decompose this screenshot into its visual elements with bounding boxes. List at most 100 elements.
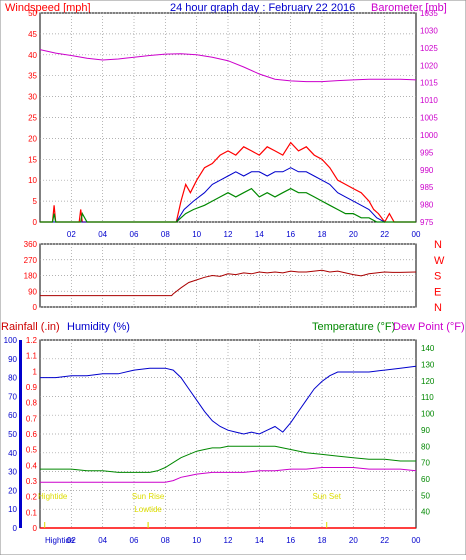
compass-label: W xyxy=(434,255,445,267)
wind-tick-label: 40 xyxy=(28,51,37,60)
direction-tick-label: 0 xyxy=(33,303,38,312)
humidity-x-tick-label: 14 xyxy=(255,536,264,545)
humidity-x-tick-label: 10 xyxy=(192,536,201,545)
barometer-tick-label: 995 xyxy=(420,148,434,157)
humidity-x-tick-label: 16 xyxy=(286,536,295,545)
wind-tick-label: 0 xyxy=(33,218,38,227)
compass-label: N xyxy=(434,239,442,251)
barometer-tick-label: 1025 xyxy=(420,44,438,53)
rainfall-tick-label: 0.6 xyxy=(26,430,38,439)
humidity-tick-label: 10 xyxy=(8,505,17,514)
humidity-x-tick-label: 20 xyxy=(349,536,358,545)
barometer-tick-label: 980 xyxy=(420,201,434,210)
wind-x-tick-label: 14 xyxy=(255,230,264,239)
rainfall-tick-label: 0.2 xyxy=(26,493,38,502)
wind-tick-label: 15 xyxy=(28,155,37,164)
humidity-tick-label: 70 xyxy=(8,392,17,401)
compass-label: E xyxy=(434,286,441,298)
barometer-tick-label: 1020 xyxy=(420,61,438,70)
humidity-tick-label: 40 xyxy=(8,449,17,458)
humidity-x-tick-label: 22 xyxy=(380,536,389,545)
barometer-tick-label: 990 xyxy=(420,166,434,175)
temperature-tick-label: 140 xyxy=(421,344,435,353)
humidity-tick-label: 80 xyxy=(8,374,17,383)
barometer-tick-label: 1030 xyxy=(420,26,438,35)
rainfall-tick-label: 1.1 xyxy=(26,352,38,361)
wind-tick-label: 30 xyxy=(28,93,37,102)
wind-x-tick-label: 02 xyxy=(67,230,76,239)
wind-x-tick-label: 20 xyxy=(349,230,358,239)
humidity-x-tick-label: 02 xyxy=(67,536,76,545)
barometer-tick-label: 1035 xyxy=(420,9,438,18)
rainfall-axis-title: Rainfall (.in) xyxy=(1,321,60,333)
temperature-tick-label: 110 xyxy=(421,393,434,402)
wind-x-tick-label: 12 xyxy=(224,230,233,239)
wind-x-tick-label: 08 xyxy=(161,230,170,239)
direction-tick-label: 270 xyxy=(24,256,38,265)
temperature-axis-title: Temperature (°F) xyxy=(312,321,395,333)
wind-tick-label: 5 xyxy=(33,197,38,206)
wind-x-tick-label: 18 xyxy=(318,230,327,239)
rainfall-tick-label: 0.7 xyxy=(26,414,38,423)
temperature-tick-label: 100 xyxy=(421,410,435,419)
temperature-tick-label: 50 xyxy=(421,491,430,500)
wind-direction-line xyxy=(40,269,417,297)
windspeed-axis-title: Windspeed [mph] xyxy=(5,2,91,14)
temperature-tick-label: 90 xyxy=(421,426,430,435)
rainfall-tick-label: 0.5 xyxy=(26,446,38,455)
humidity-tick-label: 50 xyxy=(8,430,17,439)
humidity-axis-title: Humidity (%) xyxy=(67,321,130,333)
humidity-x-tick-label: 04 xyxy=(98,536,107,545)
barometer-tick-label: 1005 xyxy=(420,114,438,123)
humidity-x-tick-label: 06 xyxy=(130,536,139,545)
temperature-tick-label: 80 xyxy=(421,442,430,451)
humidity-line xyxy=(40,365,417,435)
rainfall-tick-label: 0.4 xyxy=(26,461,38,470)
wind-tick-label: 35 xyxy=(28,72,37,81)
wind-tick-label: 50 xyxy=(28,9,37,18)
temperature-tick-label: 60 xyxy=(421,475,430,484)
wind-x-tick-label: 22 xyxy=(380,230,389,239)
wind-x-tick-label: 16 xyxy=(286,230,295,239)
humidity-x-tick-label: 00 xyxy=(412,536,421,545)
wind-x-tick-label: 06 xyxy=(130,230,139,239)
tide-sun-annotation: Hightide xyxy=(38,492,68,501)
tide-sun-annotation: Lowtide xyxy=(134,505,162,514)
rainfall-tick-label: 0.8 xyxy=(26,399,38,408)
direction-tick-label: 360 xyxy=(24,240,38,249)
dewpoint-axis-title: Dew Point (°F) xyxy=(393,321,465,333)
wind-tick-label: 10 xyxy=(28,176,37,185)
temperature-tick-label: 70 xyxy=(421,459,430,468)
temperature-tick-label: 40 xyxy=(421,508,430,517)
barometer-tick-label: 1015 xyxy=(420,79,438,88)
humidity-x-tick-label: 18 xyxy=(318,536,327,545)
barometer-tick-label: 1000 xyxy=(420,131,438,140)
wind-average-line xyxy=(40,167,416,223)
wind-tick-label: 45 xyxy=(28,30,37,39)
wind-gust-line xyxy=(40,141,416,224)
barometer-tick-label: 1010 xyxy=(420,96,438,105)
rainfall-tick-label: 0 xyxy=(33,524,38,533)
temperature-tick-label: 130 xyxy=(421,361,435,370)
rainfall-tick-label: 0.9 xyxy=(26,383,38,392)
wind-x-tick-label: 04 xyxy=(98,230,107,239)
barometer-tick-label: 975 xyxy=(420,218,434,227)
hightide-bottom-label: Hightide xyxy=(45,536,75,545)
humidity-axis-bar xyxy=(19,340,22,528)
rainfall-tick-label: 1.2 xyxy=(26,336,38,345)
wind-x-tick-label: 10 xyxy=(192,230,201,239)
humidity-tick-label: 0 xyxy=(13,524,18,533)
compass-label: S xyxy=(434,271,441,283)
humidity-tick-label: 30 xyxy=(8,468,17,477)
humidity-tick-label: 60 xyxy=(8,411,17,420)
temperature-tick-label: 120 xyxy=(421,377,435,386)
humidity-tick-label: 90 xyxy=(8,355,17,364)
humidity-x-tick-label: 08 xyxy=(161,536,170,545)
humidity-x-tick-label: 12 xyxy=(224,536,233,545)
wind-speed-line xyxy=(40,187,416,223)
wind-tick-label: 25 xyxy=(28,114,37,123)
barometer-tick-label: 985 xyxy=(420,183,434,192)
temperature-line xyxy=(40,445,416,473)
